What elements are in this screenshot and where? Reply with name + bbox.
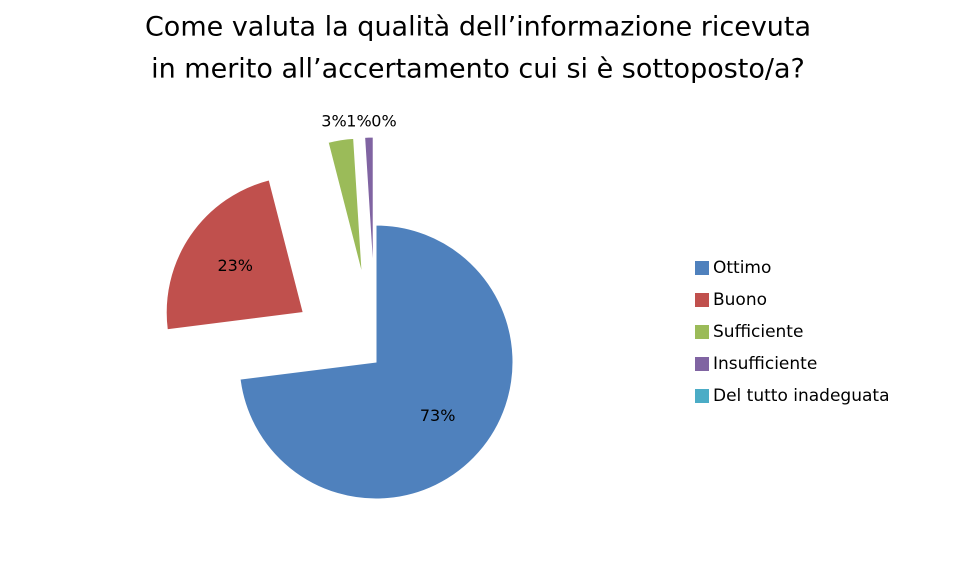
legend-swatch (695, 357, 709, 371)
data-label: 3% (321, 112, 346, 131)
legend-swatch (695, 293, 709, 307)
data-label: 1% (346, 112, 371, 131)
pie-slice (327, 137, 363, 276)
legend-label: Ottimo (713, 258, 771, 278)
pie-slice (165, 179, 304, 331)
chart-title: in merito all’accertamento cui si è sott… (151, 54, 805, 85)
legend-label: Del tutto inadeguata (713, 386, 889, 406)
legend-swatch (695, 389, 709, 403)
pie-slice (239, 224, 514, 500)
legend-label: Sufficiente (713, 322, 803, 342)
data-label: 23% (217, 256, 253, 275)
legend-label: Insufficiente (713, 354, 817, 374)
data-label: 73% (420, 406, 456, 425)
pie-slice (364, 136, 374, 275)
legend-label: Buono (713, 290, 767, 310)
data-label: 0% (371, 112, 396, 131)
legend-swatch (695, 325, 709, 339)
chart-title: Come valuta la qualità dell’informazione… (145, 12, 811, 43)
legend-swatch (695, 261, 709, 275)
